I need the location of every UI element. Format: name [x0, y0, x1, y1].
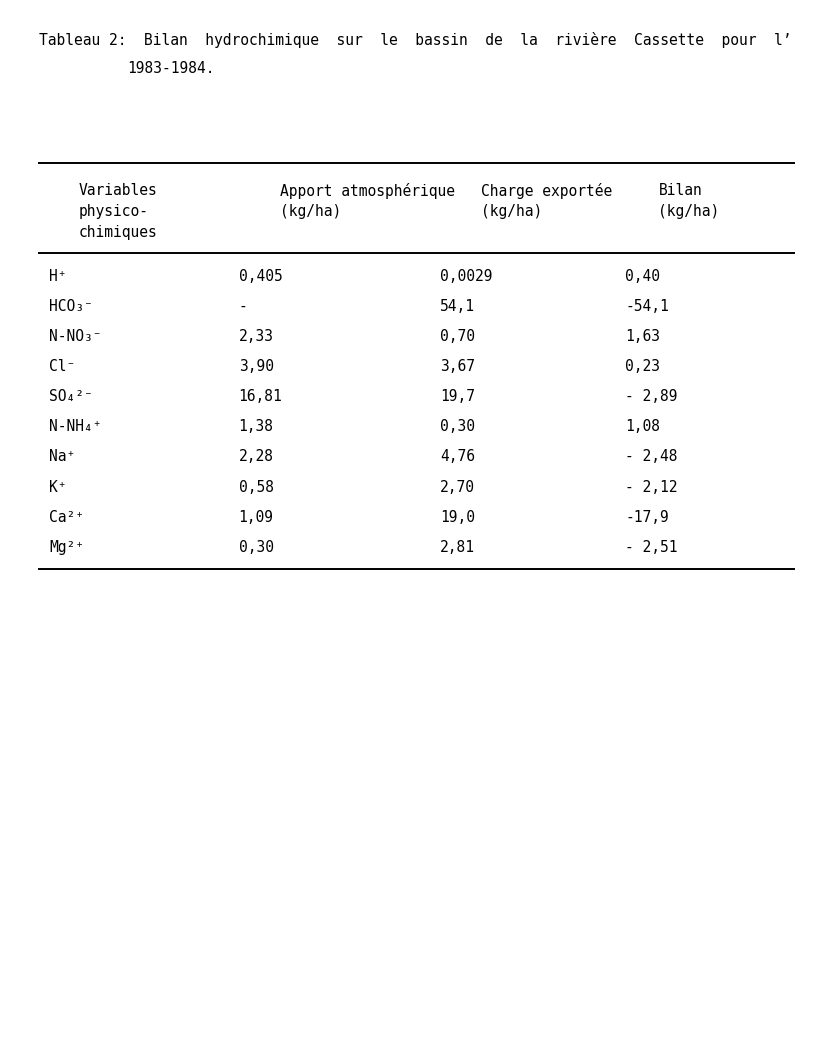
Text: HCO₃⁻: HCO₃⁻: [49, 299, 93, 314]
Text: Cl⁻: Cl⁻: [49, 359, 76, 374]
Text: 0,23: 0,23: [625, 359, 661, 374]
Text: 2,28: 2,28: [239, 450, 274, 464]
Text: H⁺: H⁺: [49, 269, 67, 283]
Text: - 2,12: - 2,12: [625, 479, 678, 495]
Text: - 2,51: - 2,51: [625, 540, 678, 555]
Text: 1,63: 1,63: [625, 329, 661, 344]
Text: (kg/ha): (kg/ha): [280, 204, 341, 219]
Text: 2,81: 2,81: [440, 540, 476, 555]
Text: 0,405: 0,405: [239, 269, 282, 283]
Text: (kg/ha): (kg/ha): [481, 204, 542, 219]
Text: physico-: physico-: [78, 204, 148, 219]
Text: 1,38: 1,38: [239, 419, 274, 434]
Text: 0,70: 0,70: [440, 329, 476, 344]
Text: 1,08: 1,08: [625, 419, 661, 434]
Text: 0,30: 0,30: [440, 419, 476, 434]
Text: 0,40: 0,40: [625, 269, 661, 283]
Text: 1983-1984.: 1983-1984.: [128, 61, 215, 76]
Text: 3,67: 3,67: [440, 359, 476, 374]
Text: 2,33: 2,33: [239, 329, 274, 344]
Text: K⁺: K⁺: [49, 479, 67, 495]
Text: 54,1: 54,1: [440, 299, 476, 314]
Text: 19,7: 19,7: [440, 390, 476, 404]
Text: 16,81: 16,81: [239, 390, 282, 404]
Text: 2,70: 2,70: [440, 479, 476, 495]
Text: N-NH₄⁺: N-NH₄⁺: [49, 419, 102, 434]
Text: - 2,89: - 2,89: [625, 390, 678, 404]
Text: Bilan: Bilan: [658, 183, 702, 198]
Text: SO₄²⁻: SO₄²⁻: [49, 390, 93, 404]
Text: 0,0029: 0,0029: [440, 269, 493, 283]
Text: Apport atmosphérique: Apport atmosphérique: [280, 183, 455, 199]
Text: Ca²⁺: Ca²⁺: [49, 510, 85, 524]
Text: 3,90: 3,90: [239, 359, 274, 374]
Text: 19,0: 19,0: [440, 510, 476, 524]
Text: -17,9: -17,9: [625, 510, 669, 524]
Text: Charge exportée: Charge exportée: [481, 183, 612, 199]
Text: 4,76: 4,76: [440, 450, 476, 464]
Text: Tableau 2:  Bilan  hydrochimique  sur  le  bassin  de  la  rivière  Cassette  po: Tableau 2: Bilan hydrochimique sur le ba…: [39, 32, 791, 47]
Text: N-NO₃⁻: N-NO₃⁻: [49, 329, 102, 344]
Text: Na⁺: Na⁺: [49, 450, 76, 464]
Text: 0,58: 0,58: [239, 479, 274, 495]
Text: -: -: [239, 299, 248, 314]
Text: Mg²⁺: Mg²⁺: [49, 540, 85, 555]
Text: (kg/ha): (kg/ha): [658, 204, 719, 219]
Text: 1,09: 1,09: [239, 510, 274, 524]
Text: chimiques: chimiques: [78, 225, 157, 240]
Text: -54,1: -54,1: [625, 299, 669, 314]
Text: Variables: Variables: [78, 183, 157, 198]
Text: - 2,48: - 2,48: [625, 450, 678, 464]
Text: 0,30: 0,30: [239, 540, 274, 555]
